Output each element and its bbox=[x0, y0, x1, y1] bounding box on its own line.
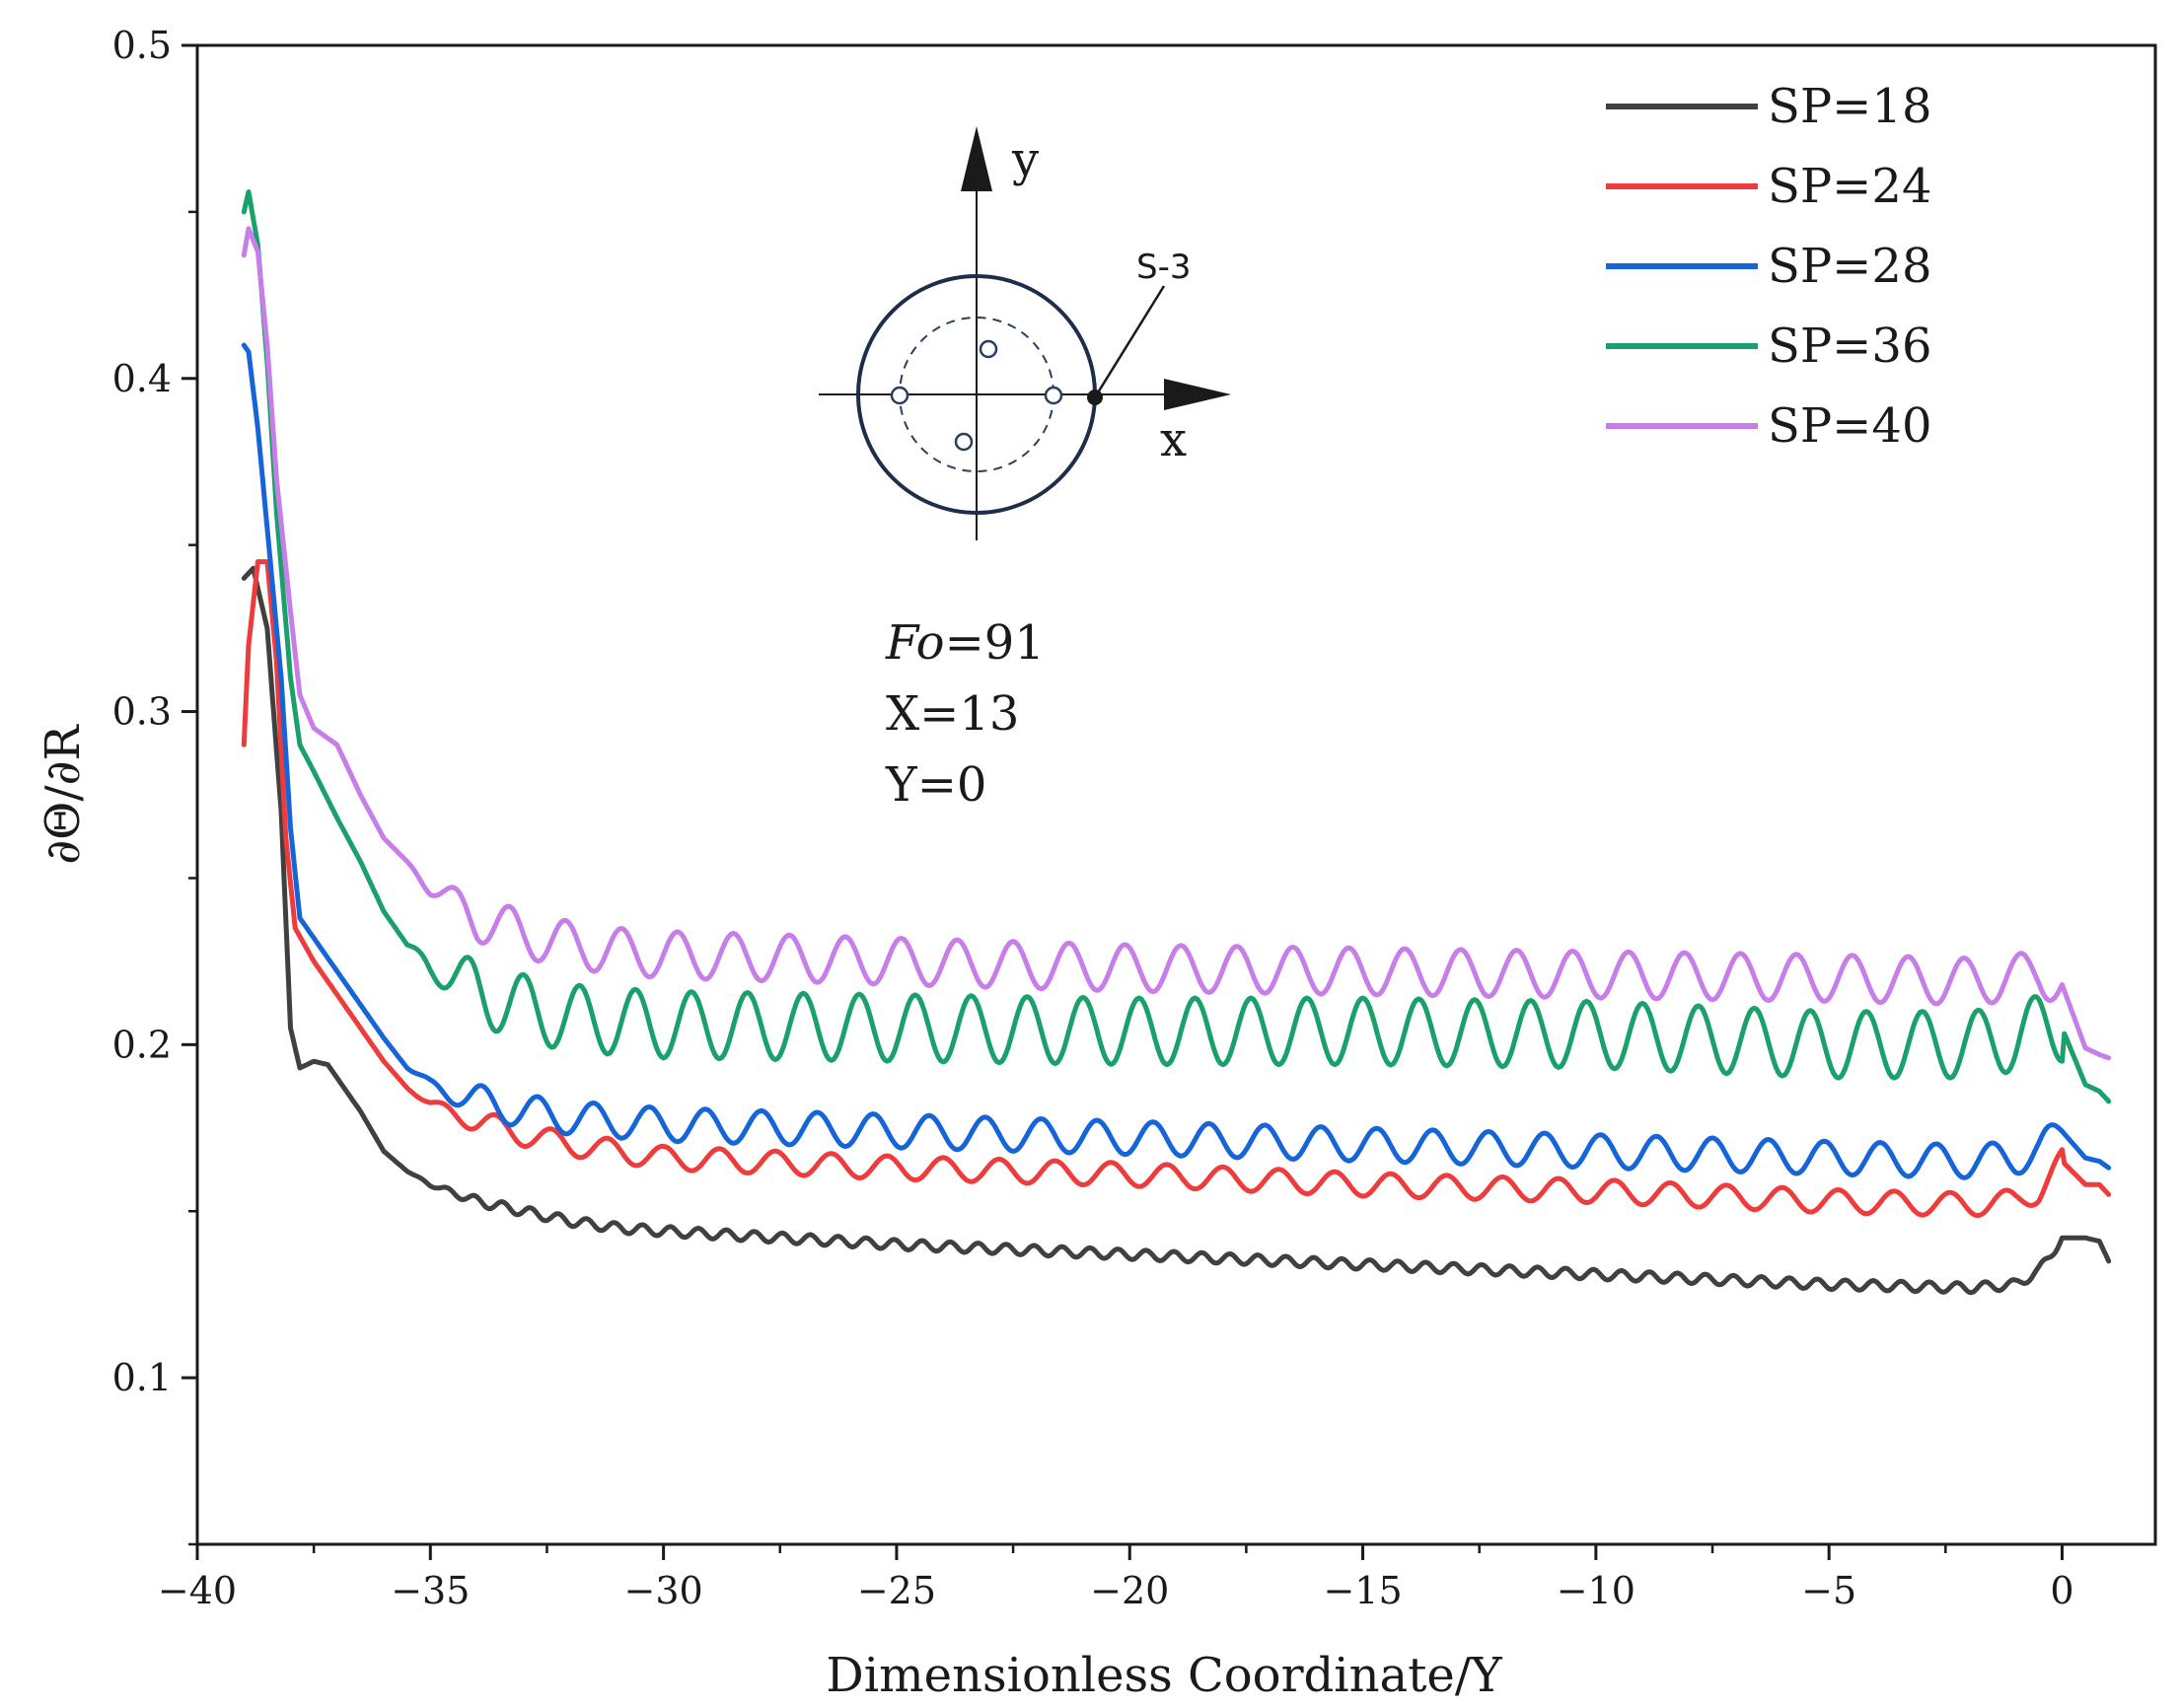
x-tick-label: −10 bbox=[1557, 1569, 1635, 1612]
inset-sensor-leader bbox=[1093, 285, 1166, 398]
annotation-y: Y=0 bbox=[885, 757, 986, 813]
legend-label-sp40: SP=40 bbox=[1768, 398, 1931, 454]
y-tick-label: 0.5 bbox=[112, 24, 172, 67]
x-tick-label: −35 bbox=[391, 1569, 470, 1612]
x-tick-label: −30 bbox=[624, 1569, 703, 1612]
y-tick-label: 0.4 bbox=[112, 357, 172, 400]
x-tick-label: 0 bbox=[2050, 1569, 2073, 1612]
annotation-fo-symbol: Fo bbox=[885, 615, 945, 671]
plot-frame bbox=[195, 43, 2157, 1546]
inset-hole-right bbox=[1044, 386, 1063, 405]
inset-y-label: y bbox=[1011, 132, 1039, 187]
inset-x-label: x bbox=[1160, 412, 1187, 467]
legend: SP=18 SP=24 SP=28 SP=36 SP=40 bbox=[1606, 79, 1931, 454]
series-line-sp18 bbox=[241, 565, 2112, 1296]
y-axis-title: ∂Θ/∂R bbox=[36, 723, 91, 864]
series-line-sp24 bbox=[241, 559, 2112, 1219]
inset-hole-left bbox=[890, 386, 909, 405]
legend-label-sp18: SP=18 bbox=[1768, 79, 1931, 134]
series-layer bbox=[241, 189, 2112, 1296]
x-tick-label: −25 bbox=[857, 1569, 936, 1612]
inset-hole-top bbox=[979, 339, 998, 359]
x-axis-title: Dimensionless Coordinate/Y bbox=[826, 1648, 1503, 1703]
inset-x-arrow-icon bbox=[1164, 379, 1231, 410]
y-tick-label: 0.1 bbox=[112, 1356, 172, 1399]
x-tick-label: −15 bbox=[1323, 1569, 1402, 1612]
series-line-sp28 bbox=[241, 342, 2112, 1180]
legend-label-sp24: SP=24 bbox=[1768, 159, 1931, 214]
series-line-sp40 bbox=[241, 226, 2112, 1061]
inset-hole-bottom bbox=[954, 432, 974, 452]
legend-label-sp28: SP=28 bbox=[1768, 239, 1931, 294]
condition-annotation: Fo=91 X=13 Y=0 bbox=[885, 615, 1045, 813]
inset-y-arrow-icon bbox=[961, 126, 992, 191]
inset-sensor-label: S-3 bbox=[1136, 248, 1191, 287]
legend-label-sp36: SP=36 bbox=[1768, 319, 1931, 374]
annotation-fo: Fo=91 bbox=[885, 615, 1045, 671]
annotation-x: X=13 bbox=[886, 686, 1019, 742]
series-line-sp36 bbox=[241, 189, 2112, 1104]
axis-layer: −40 −35 −30 −25 −20 −15 −10 −5 0 0.1 0.2 0.3 0.4 0.5 bbox=[112, 24, 2074, 1612]
inset-schematic: S-3 x y bbox=[819, 126, 1231, 540]
x-tick-label: −20 bbox=[1090, 1569, 1169, 1612]
annotation-fo-value: =91 bbox=[945, 615, 1045, 671]
x-tick-label: −40 bbox=[158, 1569, 237, 1612]
x-tick-label: −5 bbox=[1801, 1569, 1856, 1612]
y-tick-label: 0.2 bbox=[112, 1023, 172, 1066]
y-tick-label: 0.3 bbox=[112, 690, 172, 734]
